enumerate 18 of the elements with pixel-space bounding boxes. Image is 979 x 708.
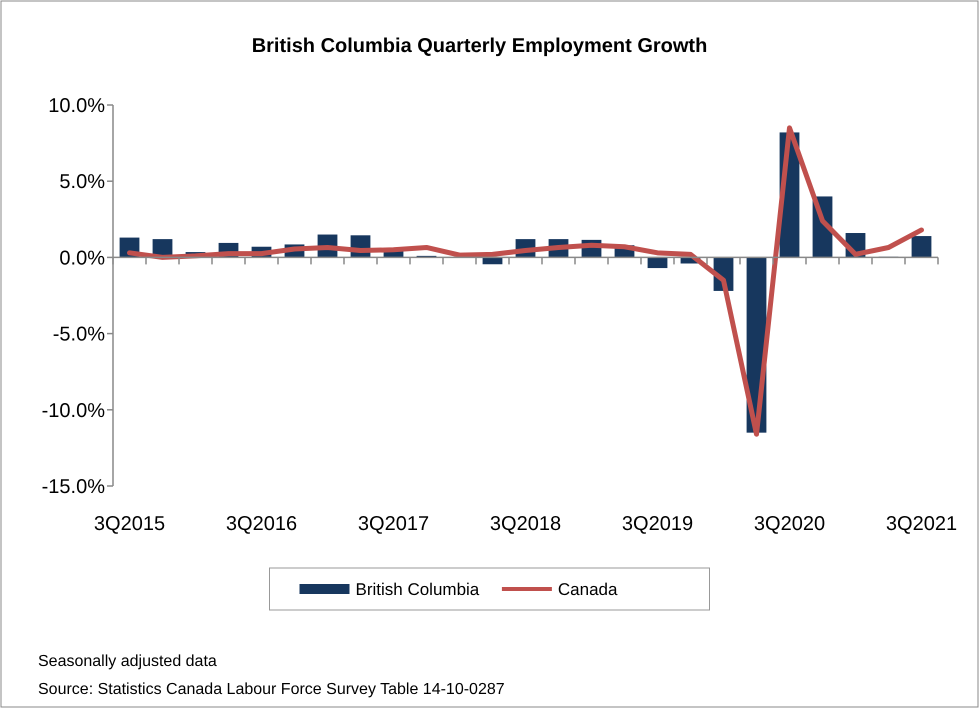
y-tick-label: -15.0% (42, 476, 106, 498)
x-tick-label: 3Q2018 (490, 513, 562, 535)
y-tick-label: 5.0% (59, 171, 106, 194)
x-tick-label: 3Q2021 (886, 513, 958, 535)
y-tick-label: 0.0% (59, 247, 106, 270)
text: Seasonally adjusted data (38, 653, 217, 670)
x-tick-label: 3Q2016 (226, 513, 298, 535)
source-note: Source: Statistics Canada Labour Force Survey Table 14-10-0287 (38, 681, 505, 698)
x-tick-label: 3Q2020 (754, 513, 826, 535)
y-tick-label: 10.0% (48, 95, 106, 117)
y-tick-label: -5.0% (52, 324, 106, 346)
x-tick-label: 3Q2017 (358, 513, 430, 535)
chart-title: British Columbia Quarterly Employment Growth (252, 35, 708, 57)
y-tick-label: -10.0% (42, 400, 106, 422)
legend-label: British Columbia (356, 580, 480, 599)
x-tick-label: 3Q2015 (94, 513, 166, 535)
legend-label: Canada (558, 580, 618, 599)
x-tick-label: 3Q2019 (622, 513, 694, 535)
